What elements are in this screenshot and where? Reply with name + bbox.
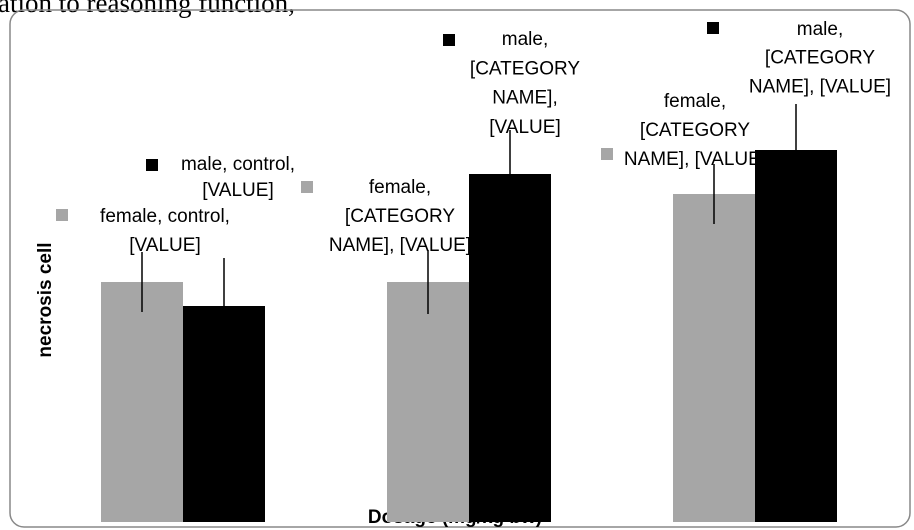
label-key — [443, 34, 455, 46]
data-label: [CATEGORY — [640, 120, 750, 141]
data-label: female, control, — [100, 206, 230, 227]
bar — [387, 282, 469, 522]
bar — [101, 282, 183, 522]
data-label: [VALUE] — [129, 235, 200, 256]
data-label: female, — [664, 91, 726, 112]
data-label: NAME], [VALUE] — [624, 149, 766, 170]
data-label: [CATEGORY — [765, 48, 875, 69]
label-key — [56, 209, 68, 221]
label-key — [146, 159, 158, 171]
data-label: male, — [502, 29, 548, 50]
bar — [755, 150, 837, 522]
data-label: [CATEGORY — [470, 58, 580, 79]
data-label: NAME], [VALUE] — [749, 76, 891, 97]
data-label: female, — [369, 177, 431, 198]
bar — [469, 174, 551, 522]
chart-frame — [9, 9, 911, 528]
label-key — [601, 148, 613, 160]
caption-fragment: ation to reasoning function, — [0, 0, 295, 18]
data-label: [CATEGORY — [345, 206, 455, 227]
label-key — [301, 181, 313, 193]
data-label: male, control, — [181, 154, 295, 175]
bar — [673, 194, 755, 522]
data-label: [VALUE] — [489, 117, 560, 138]
label-key — [707, 22, 719, 34]
data-label: NAME], [VALUE] — [329, 235, 471, 256]
y-axis-label: necrosis cell — [35, 242, 56, 357]
data-label: NAME], — [492, 88, 557, 109]
data-label: male, — [797, 19, 843, 40]
data-label: [VALUE] — [202, 180, 273, 201]
